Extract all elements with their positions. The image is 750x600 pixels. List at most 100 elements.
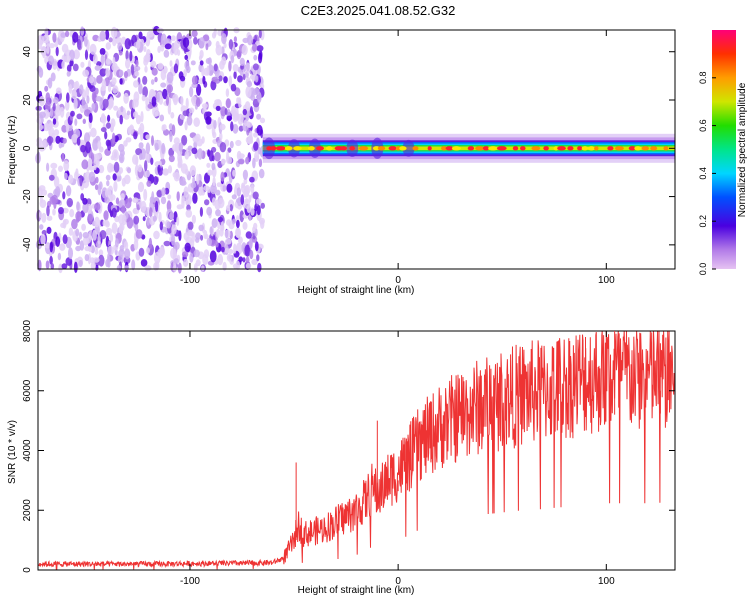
heatmap-frame — [37, 29, 676, 270]
heatmap-noise-cell — [215, 209, 221, 217]
heatmap-noise-cell — [161, 142, 166, 155]
heatmap-noise-cell — [181, 197, 185, 209]
heatmap-noise-cell — [76, 201, 80, 211]
heatmap-noise-cell — [75, 228, 80, 237]
heatmap-noise-cell — [204, 199, 210, 206]
heatmap-noise-cell — [191, 95, 197, 105]
heatmap-noise-cell — [46, 162, 50, 172]
heatmap-noise-cell — [76, 137, 81, 146]
heatmap-x-tick-label: 100 — [598, 275, 615, 286]
heatmap-noise-cell — [230, 83, 237, 92]
heatmap-noise-cell — [243, 186, 250, 197]
heatmap-noise-cell — [170, 35, 176, 42]
heatmap-peak-cell — [614, 146, 624, 151]
heatmap-noise-cell — [201, 66, 205, 77]
heatmap-peak-cell — [594, 146, 599, 151]
heatmap-noise-cell — [72, 63, 79, 72]
heatmap-noise-cell — [165, 38, 172, 45]
heatmap-noise-cell — [105, 42, 112, 50]
heatmap-noise-cell — [41, 212, 47, 223]
heatmap-noise-cell — [167, 103, 172, 115]
heatmap-noise-cell — [46, 205, 50, 217]
heatmap-noise-cell — [119, 245, 125, 252]
heatmap-noise-cell — [217, 197, 225, 209]
heatmap-noise-cell — [239, 210, 245, 223]
heatmap-noise-cell — [215, 105, 221, 111]
heatmap-noise-cell — [224, 108, 228, 115]
colorbar-gradient — [712, 30, 736, 269]
heatmap-noise-cell — [73, 49, 80, 60]
heatmap-noise-cell — [191, 29, 198, 38]
heatmap-peak-cell — [427, 146, 432, 151]
heatmap-noise-cell — [149, 207, 153, 218]
heatmap-noise-cell — [155, 200, 159, 212]
heatmap-noise-cell — [96, 61, 102, 67]
heatmap-noise-cell — [221, 246, 225, 253]
heatmap-noise-cell — [81, 97, 86, 109]
heatmap-noise-cell — [249, 176, 255, 183]
heatmap-noise-cell — [46, 226, 52, 234]
heatmap-noise-cell — [214, 99, 221, 105]
heatmap-noise-cell — [200, 234, 204, 241]
heatmap-noise-cell — [59, 243, 66, 251]
heatmap-noise-cell — [132, 154, 139, 165]
heatmap-noise-cell — [146, 180, 152, 187]
heatmap-noise-cell — [168, 155, 175, 163]
heatmap-noise-cell — [249, 130, 253, 140]
heatmap-noise-cell — [235, 139, 242, 147]
heatmap-peak-cell — [441, 146, 447, 151]
heatmap-noise-cell — [188, 112, 192, 119]
heatmap-noise-cell — [250, 184, 255, 194]
heatmap-noise-cell — [112, 36, 117, 47]
heatmap-noise-cell — [151, 191, 155, 203]
heatmap-peak-cell — [650, 146, 658, 151]
heatmap-noise-cell — [105, 174, 111, 181]
heatmap-noise-cell — [48, 174, 55, 181]
heatmap-noise-cell — [119, 78, 123, 85]
heatmap-noise-cell — [154, 76, 158, 83]
heatmap-peak-cell — [587, 146, 596, 151]
snr-x-tick-label: 0 — [395, 576, 401, 587]
heatmap-noise-cell — [92, 53, 98, 65]
heatmap-noise-cell — [153, 176, 159, 185]
heatmap-noise-cell — [191, 147, 198, 155]
heatmap-noise-cell — [206, 237, 212, 246]
heatmap-peak-cell — [275, 146, 286, 151]
heatmap-noise-cell — [107, 114, 111, 122]
heatmap-noise-cell — [196, 138, 203, 147]
heatmap-peak-cell — [308, 146, 315, 151]
heatmap-noise-cell — [219, 132, 223, 141]
heatmap-noise-cell — [169, 60, 173, 67]
heatmap-noise-cell — [80, 26, 85, 36]
heatmap-noise-cell — [157, 164, 161, 173]
heatmap-noise-cell — [171, 224, 177, 235]
heatmap-noise-cell — [92, 153, 100, 165]
heatmap-noise-cell — [182, 110, 189, 117]
heatmap-noise-cell — [66, 71, 71, 77]
heatmap-noise-cell — [82, 232, 90, 239]
heatmap-noise-cell — [75, 168, 79, 178]
heatmap-noise-cell — [92, 257, 100, 263]
heatmap-noise-cell — [171, 234, 176, 246]
heatmap-noise-cell — [156, 92, 160, 103]
snr-x-tick-label: 100 — [598, 576, 615, 587]
heatmap-noise-cell — [171, 124, 176, 136]
heatmap-noise-cell — [187, 229, 194, 237]
heatmap-noise-cell — [52, 118, 57, 125]
heatmap-noise-cell — [176, 191, 180, 202]
heatmap-noise-cell — [236, 97, 240, 104]
heatmap-noise-cell — [78, 231, 83, 240]
heatmap-noise-cell — [132, 197, 139, 203]
heatmap-noise-cell — [59, 106, 65, 118]
heatmap-noise-cell — [226, 219, 232, 226]
heatmap-noise-cell — [221, 33, 227, 45]
heatmap-noise-cell — [191, 214, 196, 224]
heatmap-noise-cell — [236, 219, 240, 229]
heatmap-noise-cell — [71, 133, 79, 143]
heatmap-noise-cell — [78, 259, 83, 268]
heatmap-noise-cell — [89, 85, 96, 92]
heatmap-noise-cell — [185, 97, 189, 110]
heatmap-noise-cell — [126, 110, 131, 116]
snr-y-tick-label: 4000 — [22, 439, 33, 462]
heatmap-noise-cell — [206, 162, 211, 168]
